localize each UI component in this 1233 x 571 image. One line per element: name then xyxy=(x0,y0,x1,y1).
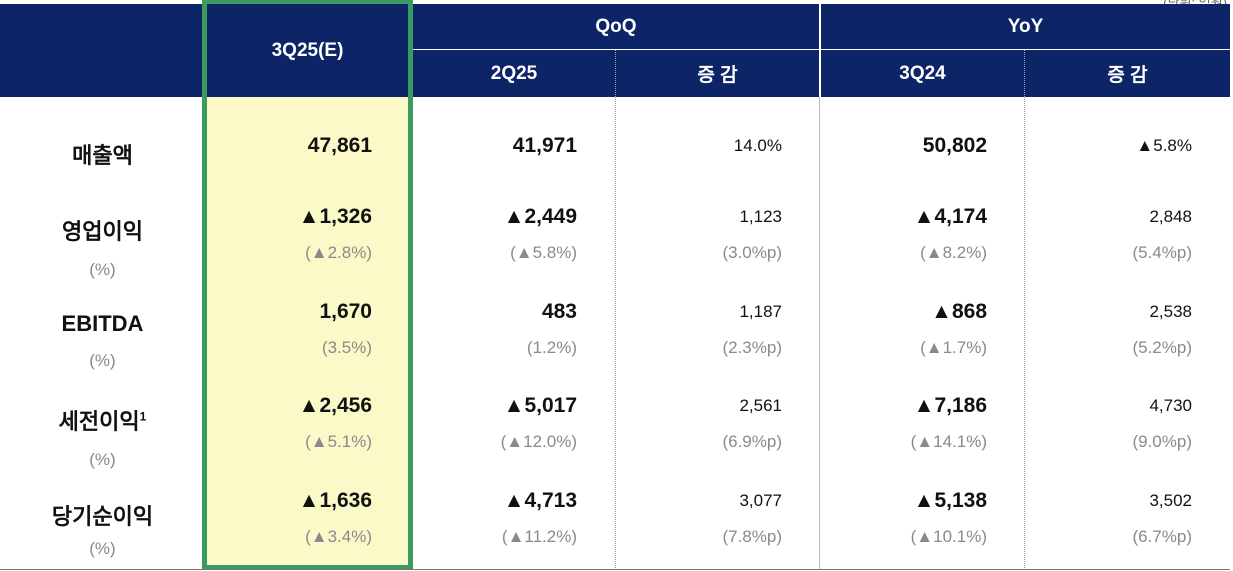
header-qoq-change: 증 감 xyxy=(697,65,738,86)
cell-change: 14.0% xyxy=(733,136,782,155)
row-label-net-income: 당기순이익 (%) xyxy=(51,504,154,558)
cell-percent: (▲8.2%) xyxy=(920,243,987,262)
header-group-divider xyxy=(819,4,821,97)
cell-percent: (▲3.4%) xyxy=(305,527,372,546)
cell-percent: (5.2%p) xyxy=(1132,338,1192,357)
cell-percent: (▲2.8%) xyxy=(305,243,372,262)
cell-change: 2,561 xyxy=(739,396,782,415)
column-dot-separator xyxy=(615,97,616,570)
cell-value: ▲5,138 xyxy=(913,489,987,512)
cell-change: 4,730 xyxy=(1149,396,1192,415)
cell-percent: (▲12.0%) xyxy=(500,432,577,451)
cell-percent: (6.7%p) xyxy=(1132,527,1192,546)
cell-percent: (3.5%) xyxy=(321,338,372,357)
cell-value: 47,861 xyxy=(307,134,372,157)
cell-change: 1,123 xyxy=(739,207,782,226)
header-divider xyxy=(413,49,1230,50)
header-3q25e: 3Q25(E) xyxy=(207,4,408,97)
cell-percent: (6.9%p) xyxy=(722,432,782,451)
header-2q25: 2Q25 xyxy=(490,62,538,84)
cell-percent: (3.0%p) xyxy=(722,243,782,262)
table-bottom-border xyxy=(0,569,1230,570)
cell-percent: (▲5.8%) xyxy=(510,243,577,262)
cell-percent: (9.0%p) xyxy=(1132,432,1192,451)
cell-value: 1,670 xyxy=(319,300,372,323)
cell-percent: (1.2%) xyxy=(526,338,577,357)
cell-value: ▲5,017 xyxy=(503,394,577,417)
header-yoy: YoY xyxy=(1007,15,1044,37)
cell-value: ▲1,326 xyxy=(298,205,372,228)
cell-value: ▲4,174 xyxy=(913,205,987,228)
header-yoy-change: 증 감 xyxy=(1107,65,1148,86)
row-label-revenue: 매출액 xyxy=(72,143,133,168)
cell-percent: (7.8%p) xyxy=(722,527,782,546)
cell-change: ▲5.8% xyxy=(1136,136,1192,155)
column-separator xyxy=(819,97,820,570)
header-dot-divider xyxy=(1024,50,1025,97)
row-label-operating-profit: 영업이익 (%) xyxy=(62,219,143,279)
cell-change: 3,502 xyxy=(1149,491,1192,510)
cell-percent: (▲5.1%) xyxy=(305,432,372,451)
cell-value: 483 xyxy=(541,300,577,323)
cell-change: 1,187 xyxy=(739,302,782,321)
header-3q24: 3Q24 xyxy=(899,62,946,84)
column-dot-separator xyxy=(1024,97,1025,570)
cell-percent: (5.4%p) xyxy=(1132,243,1192,262)
cell-percent: (▲14.1%) xyxy=(910,432,987,451)
row-label-ebitda: EBITDA (%) xyxy=(61,311,144,370)
cell-percent: (2.3%p) xyxy=(722,338,782,357)
cell-value: ▲2,449 xyxy=(503,205,577,228)
cell-percent: (▲10.1%) xyxy=(910,527,987,546)
cell-value: ▲1,636 xyxy=(298,489,372,512)
cell-percent: (▲11.2%) xyxy=(501,527,577,546)
cell-value: ▲7,186 xyxy=(913,394,987,417)
cell-change: 2,848 xyxy=(1149,207,1192,226)
cell-value: 41,971 xyxy=(512,134,577,157)
cell-value: 50,802 xyxy=(922,134,987,157)
cell-value: ▲868 xyxy=(931,300,987,323)
header-qoq: QoQ xyxy=(595,15,637,37)
cell-value: ▲2,456 xyxy=(298,394,372,417)
row-label-pretax-profit: 세전이익1 (%) xyxy=(58,409,147,469)
cell-change: 2,538 xyxy=(1149,302,1192,321)
cell-percent: (▲1.7%) xyxy=(920,338,987,357)
cell-change: 3,077 xyxy=(739,491,782,510)
cell-value: ▲4,713 xyxy=(503,489,577,512)
header-dot-divider xyxy=(615,50,616,97)
